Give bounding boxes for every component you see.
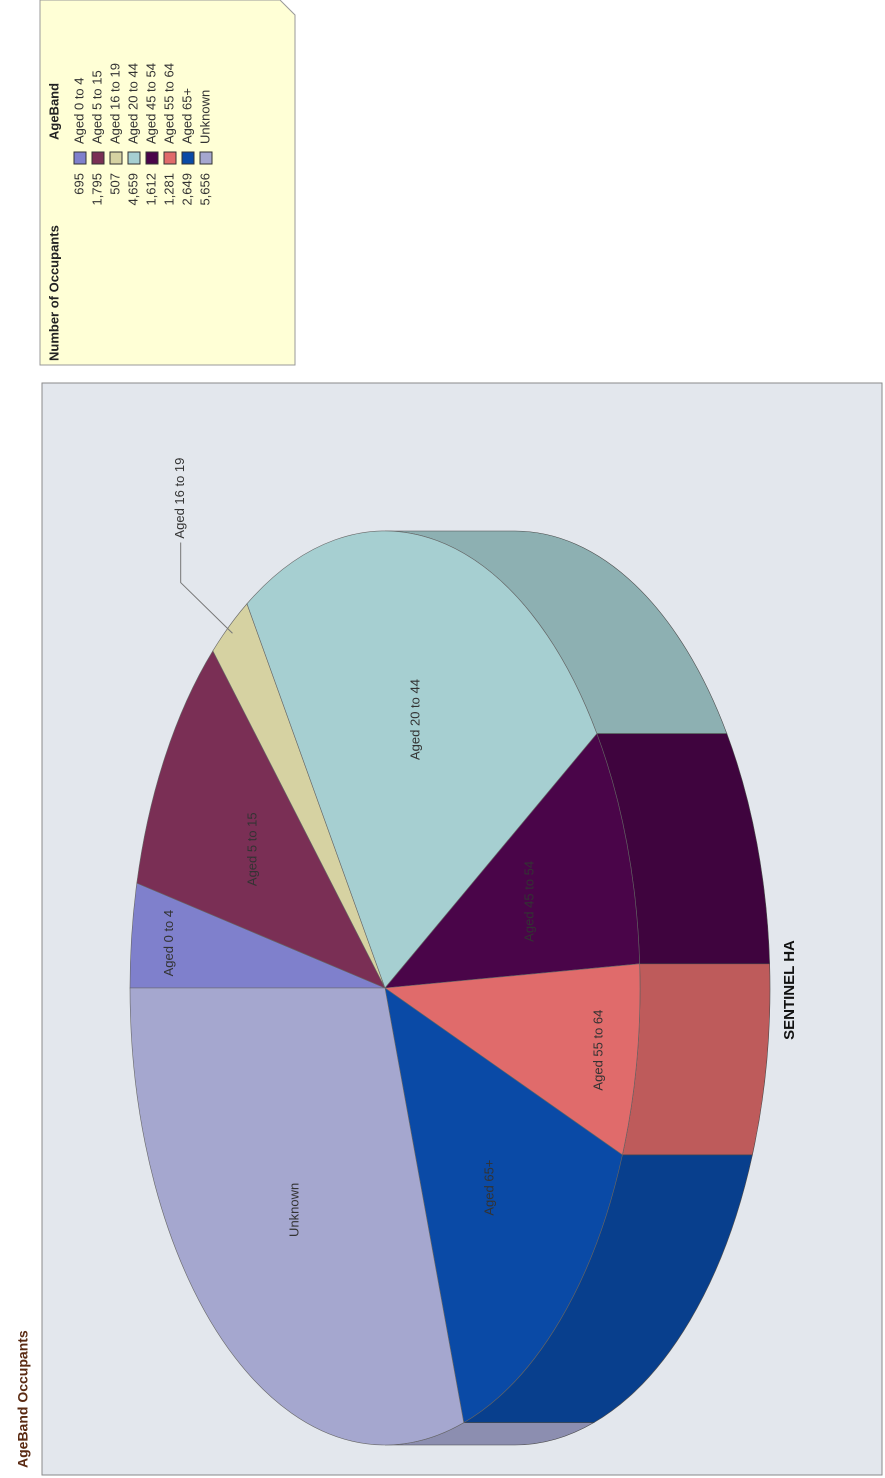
title-box	[10, 1410, 35, 1470]
pie-label: SENTINEL HA	[781, 940, 798, 1040]
pie-slice	[129, 987, 465, 1446]
legend-swatch	[163, 151, 177, 165]
slice-label: Aged 5 to 15	[244, 812, 259, 886]
legend-swatch	[145, 151, 159, 165]
legend-box	[39, 0, 296, 366]
legend-label: Aged 16 to 19	[107, 63, 122, 144]
legend-swatch	[91, 151, 105, 165]
legend-swatch	[73, 151, 87, 165]
legend-swatch	[181, 151, 195, 165]
legend-header: Number of Occupants	[46, 225, 61, 361]
legend-swatch	[127, 151, 141, 165]
legend-header: AgeBand	[46, 83, 61, 140]
pie-slice	[384, 733, 640, 989]
legend-value: 2,649	[179, 173, 194, 206]
slice-label: Unknown	[287, 1183, 302, 1237]
legend-value: 695	[71, 173, 86, 195]
legend-value: 1,612	[143, 173, 158, 206]
legend-value: 1,795	[89, 173, 104, 206]
legend-value: 4,659	[125, 173, 140, 206]
slice-label: Aged 20 to 44	[407, 679, 422, 760]
legend-label: Aged 20 to 44	[125, 63, 140, 144]
legend-swatch	[199, 151, 213, 165]
legend-value: 1,281	[161, 173, 176, 206]
leader-line	[180, 542, 233, 634]
legend-label: Unknown	[197, 90, 212, 144]
slice-label: Aged 55 to 64	[590, 1010, 605, 1091]
legend-label: Aged 45 to 54	[143, 63, 158, 144]
legend-value: 5,656	[197, 173, 212, 206]
legend-swatch	[109, 151, 123, 165]
legend-label: Aged 5 to 15	[89, 70, 104, 144]
pie-slice	[136, 650, 386, 989]
chart-title: AgeBand Occupants	[15, 1330, 31, 1468]
pie-side	[622, 963, 771, 1156]
slice-label: Aged 0 to 4	[161, 910, 176, 977]
legend-label: Aged 55 to 64	[161, 63, 176, 144]
slice-label: Aged 45 to 54	[522, 861, 537, 942]
legend-value: 507	[107, 173, 122, 195]
slice-label: Aged 16 to 19	[172, 458, 187, 539]
legend-label: Aged 0 to 4	[71, 78, 86, 145]
pie-slice	[384, 963, 641, 1156]
legend-label: Aged 65+	[179, 88, 194, 144]
pie-slice	[246, 530, 598, 989]
slice-label: Aged 65+	[481, 1160, 496, 1216]
